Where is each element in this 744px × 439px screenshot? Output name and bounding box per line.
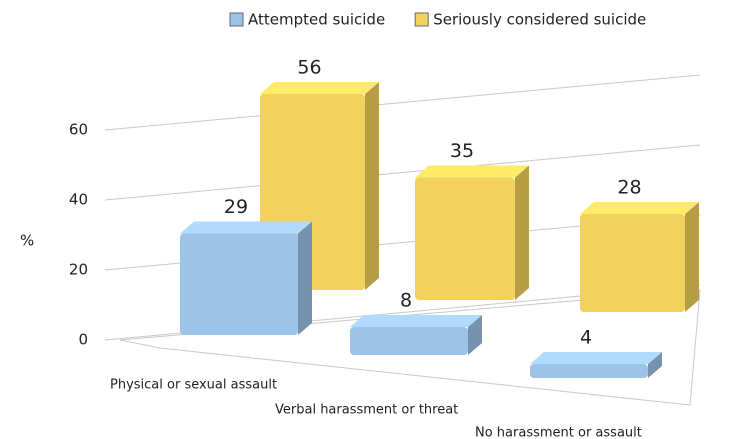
grid-line [104,74,701,131]
bar-side [685,202,699,312]
bar [350,327,468,355]
data-label: 56 [297,57,321,79]
bar-top [350,315,482,327]
bar [180,233,298,335]
x-tick-label: Physical or sexual assault [110,378,277,393]
bar-side [515,165,529,300]
legend-label: Seriously considered suicide [433,11,646,29]
bar-side [298,221,312,335]
bar [415,177,515,300]
legend-swatch [229,12,244,27]
data-label: 29 [224,196,248,218]
bar-top [530,352,662,364]
grid-line [104,144,701,201]
legend-swatch [414,12,429,27]
bar-top [180,221,312,234]
y-tick-label: 60 [69,121,88,139]
y-tick-label: 20 [69,261,88,279]
bar-top [260,82,379,94]
data-label: 28 [617,177,641,199]
data-label: 8 [400,290,412,312]
y-axis-label: % [20,232,34,250]
bar [530,364,648,378]
bar [580,214,685,312]
bar-top [415,165,529,178]
legend-label: Attempted suicide [248,11,385,29]
data-label: 35 [450,140,474,162]
bar-side [468,315,482,355]
floor [119,289,701,406]
bar-side [365,82,379,290]
bar-side [648,352,662,378]
x-tick-label: Verbal harassment or threat [275,403,458,418]
y-tick-label: 0 [78,331,88,349]
bar-top [580,202,699,214]
y-tick-label: 40 [69,191,88,209]
x-tick-label: No harassment or assault [475,426,642,439]
data-label: 4 [580,327,592,349]
